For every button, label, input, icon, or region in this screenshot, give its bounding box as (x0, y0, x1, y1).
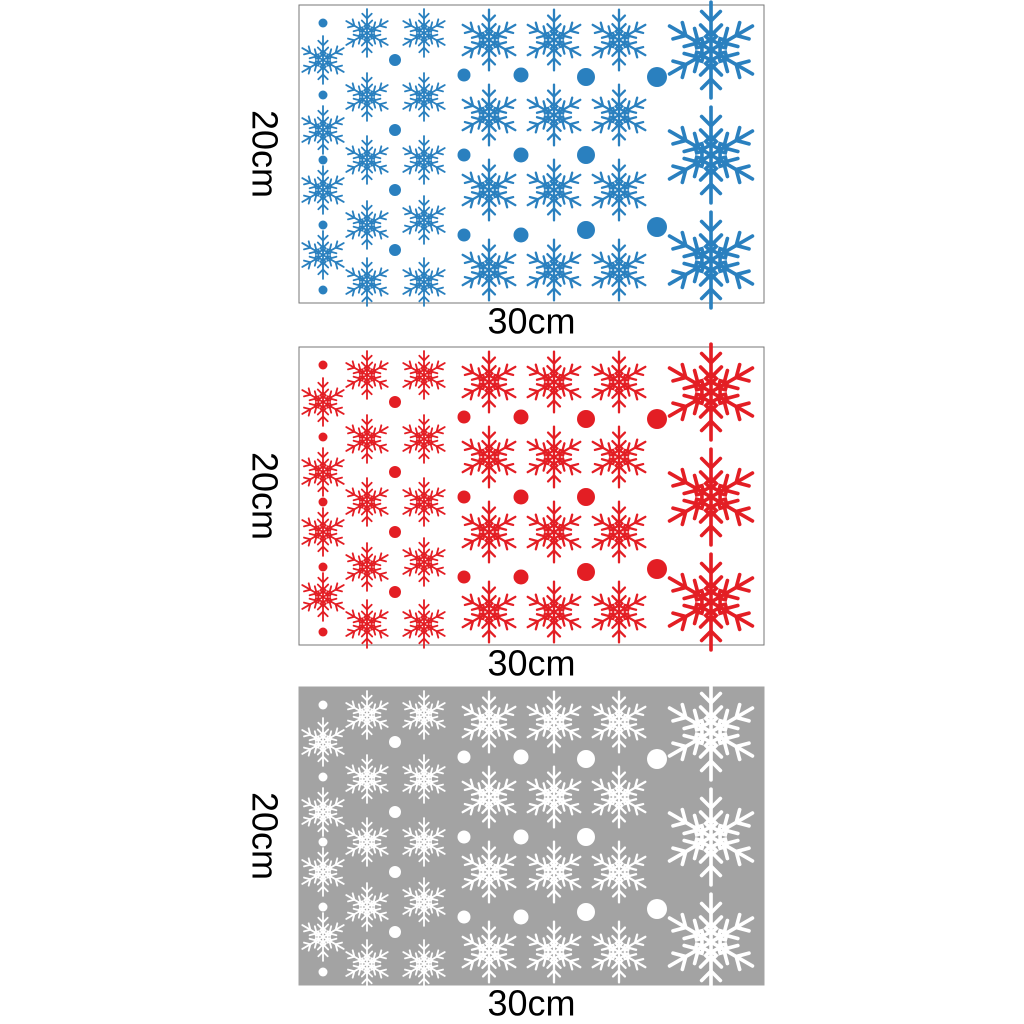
dot (577, 68, 595, 86)
dot (389, 124, 401, 136)
dot (513, 409, 529, 425)
dot (577, 488, 595, 506)
dot (577, 828, 595, 846)
dot (577, 410, 595, 428)
dot (457, 570, 471, 584)
dot (318, 772, 328, 782)
dot (318, 360, 328, 370)
dot (318, 700, 328, 710)
dot (389, 926, 401, 938)
dot (457, 910, 471, 924)
dot (457, 410, 471, 424)
dot (318, 627, 328, 637)
dot (457, 490, 471, 504)
dot (389, 466, 401, 478)
dot (457, 148, 471, 162)
dot (577, 563, 595, 581)
height-label: 20cm (244, 110, 285, 198)
dot (389, 866, 401, 878)
dot (647, 899, 667, 919)
dot (389, 184, 401, 196)
dot (457, 750, 471, 764)
dot (513, 147, 529, 163)
dot (318, 220, 328, 230)
dot (513, 829, 529, 845)
dot (318, 562, 328, 572)
dot (457, 830, 471, 844)
dot (647, 217, 667, 237)
dot (577, 750, 595, 768)
dot (647, 559, 667, 579)
width-label: 30cm (487, 983, 575, 1024)
dot (318, 285, 328, 295)
sticker-panel (298, 344, 765, 650)
dot (318, 967, 328, 977)
dot (513, 569, 529, 585)
width-label: 30cm (487, 643, 575, 684)
dot (647, 749, 667, 769)
dot (389, 54, 401, 66)
dot (647, 409, 667, 429)
dot (318, 18, 328, 28)
dot (389, 396, 401, 408)
dot (577, 903, 595, 921)
dot (513, 909, 529, 925)
dot (318, 90, 328, 100)
dot (318, 432, 328, 442)
dot (389, 736, 401, 748)
dot (457, 68, 471, 82)
dot (318, 902, 328, 912)
height-label: 20cm (244, 452, 285, 540)
height-label: 20cm (244, 792, 285, 880)
dot (318, 155, 328, 165)
dot (647, 67, 667, 87)
dot (318, 497, 328, 507)
dot (513, 749, 529, 765)
dot (513, 489, 529, 505)
dot (577, 221, 595, 239)
sticker-panel (298, 2, 765, 308)
dot (389, 244, 401, 256)
dot (457, 228, 471, 242)
dot (577, 146, 595, 164)
width-label: 30cm (487, 301, 575, 342)
dot (389, 526, 401, 538)
dot (513, 67, 529, 83)
dot (389, 806, 401, 818)
dot (389, 586, 401, 598)
dot (318, 837, 328, 847)
dot (513, 227, 529, 243)
sticker-panel (298, 684, 765, 990)
